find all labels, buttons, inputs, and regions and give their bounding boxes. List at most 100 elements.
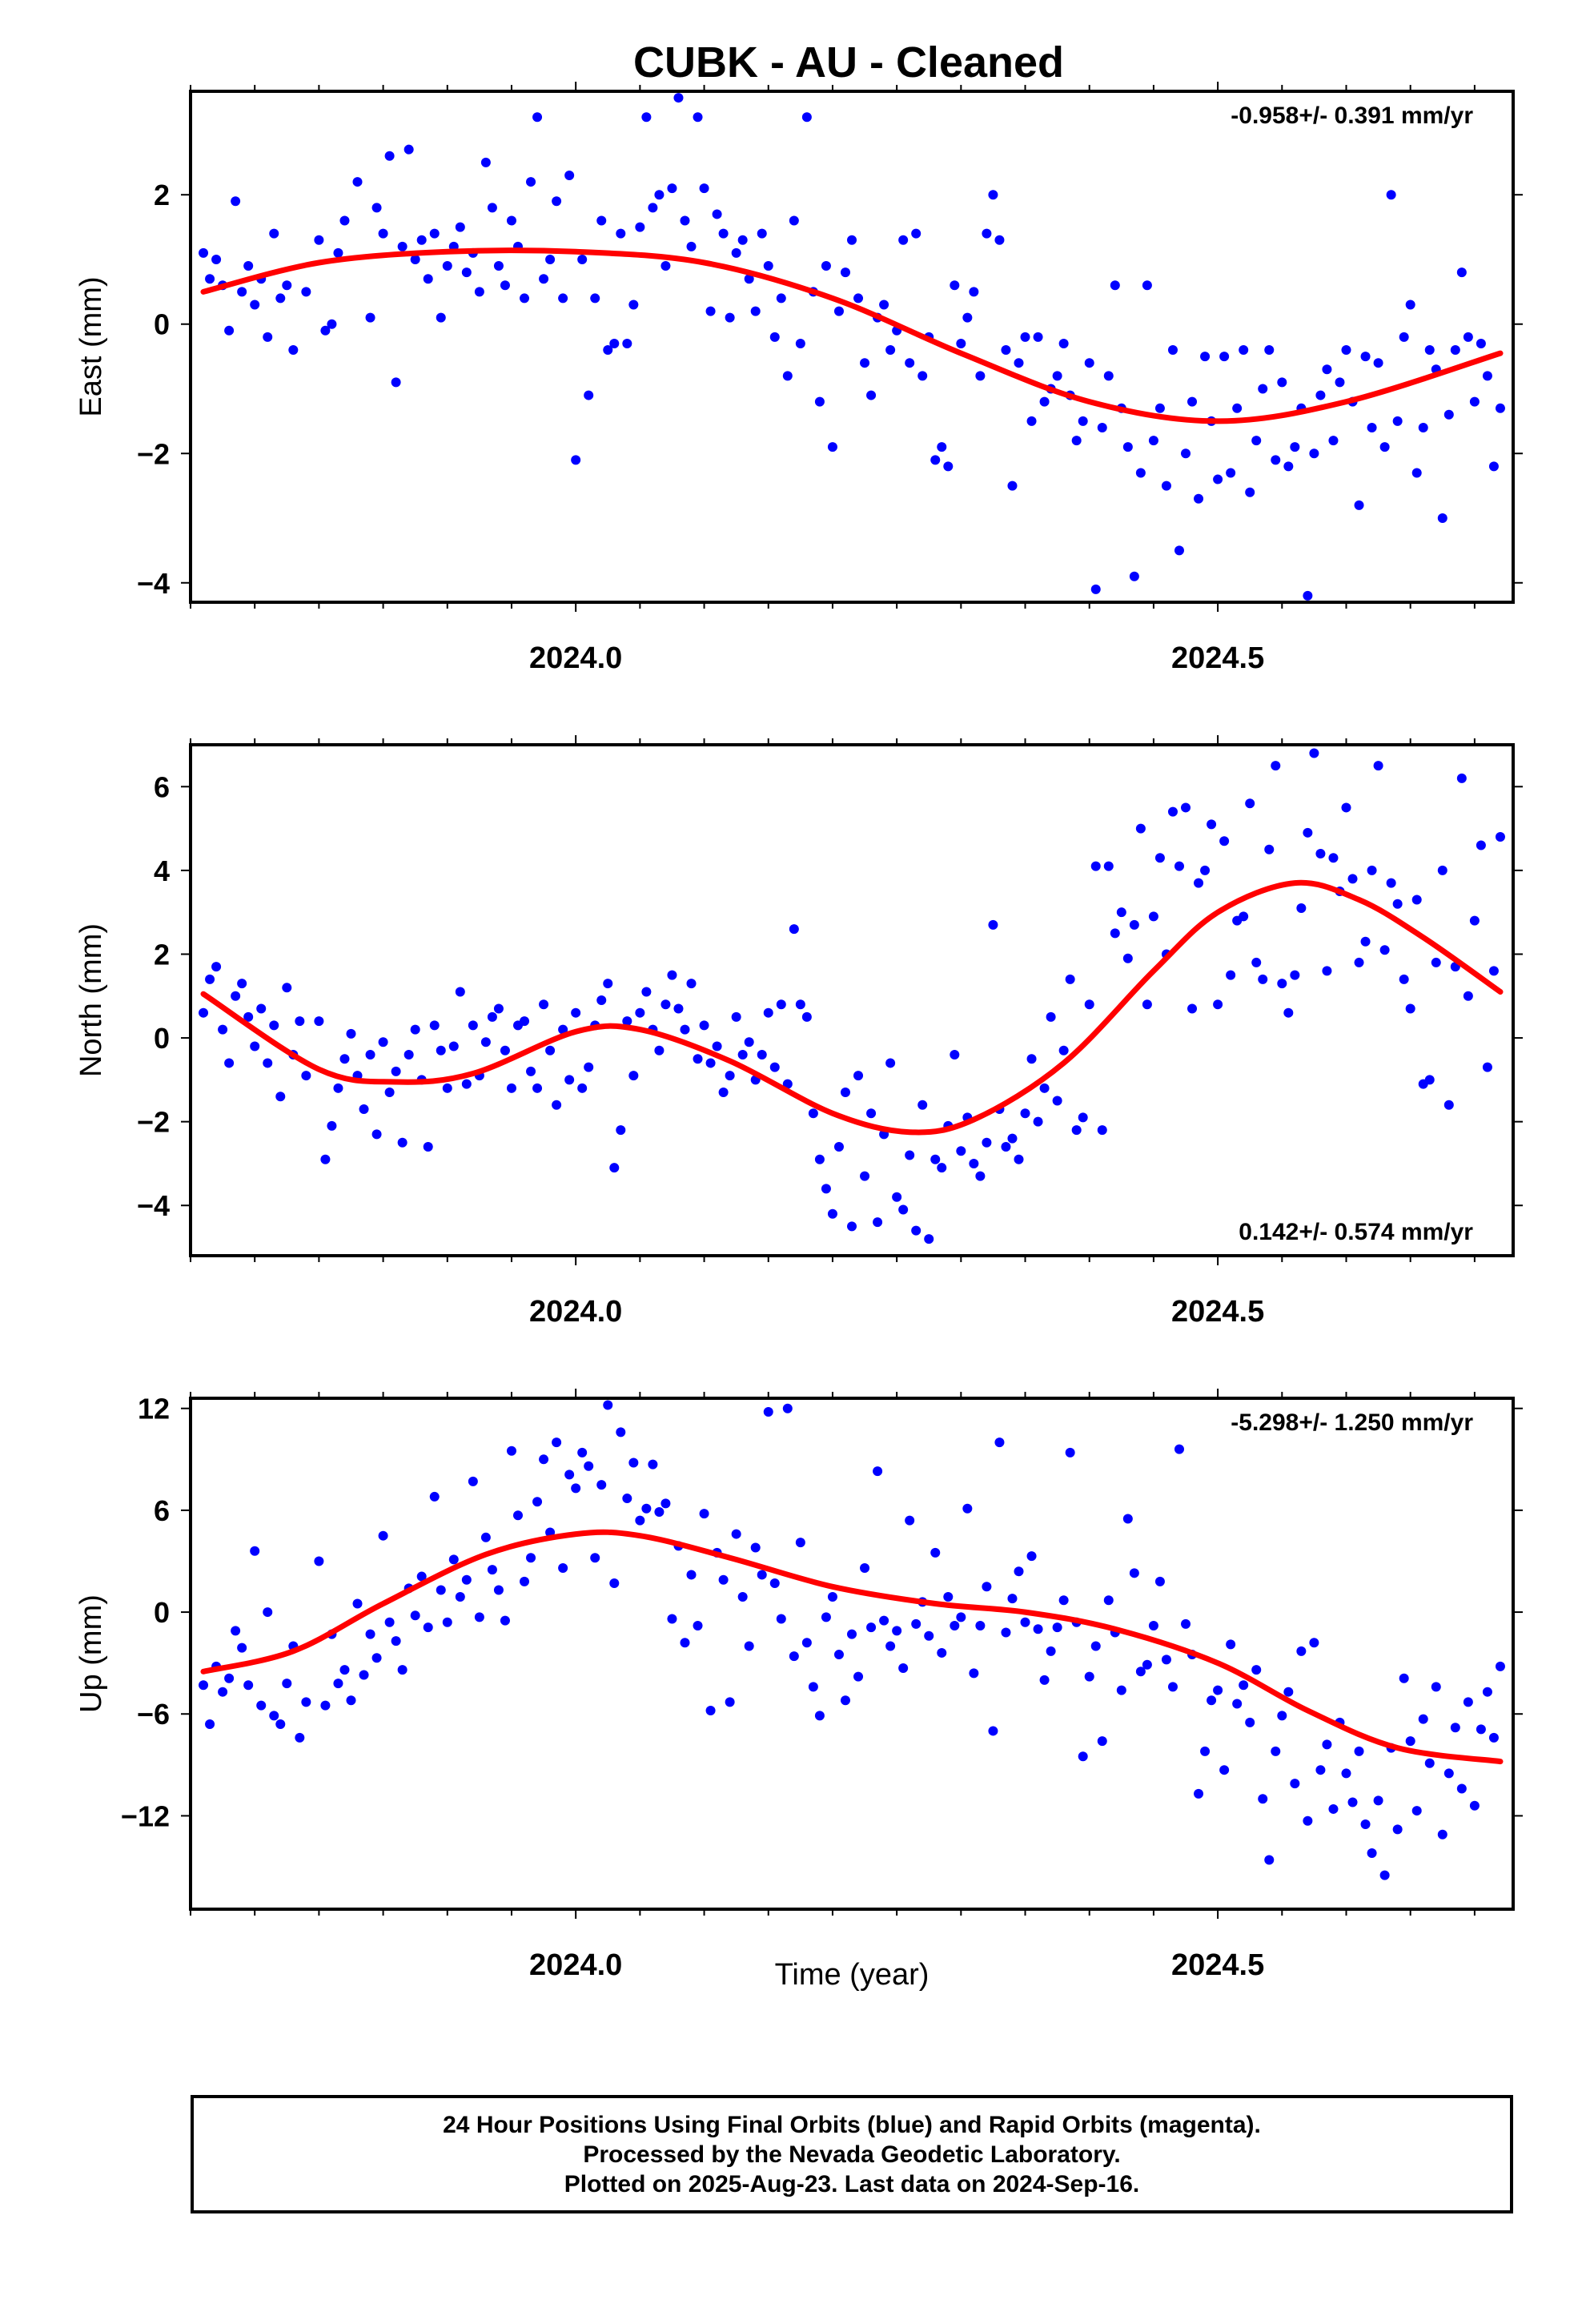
data-point bbox=[391, 1066, 401, 1076]
data-point bbox=[1001, 345, 1011, 356]
data-point bbox=[1469, 915, 1480, 926]
data-point bbox=[493, 261, 504, 271]
data-point bbox=[769, 332, 780, 342]
data-point bbox=[795, 1538, 805, 1548]
data-point bbox=[860, 358, 870, 368]
y-tick-label: −2 bbox=[137, 437, 170, 470]
data-point bbox=[924, 1630, 934, 1641]
data-point bbox=[564, 1470, 575, 1480]
data-point bbox=[384, 1088, 395, 1098]
data-point bbox=[776, 293, 786, 304]
data-point bbox=[1495, 1661, 1505, 1671]
data-point bbox=[1322, 364, 1332, 375]
data-point bbox=[237, 1642, 247, 1653]
data-point bbox=[1103, 1595, 1114, 1606]
data-point bbox=[1341, 345, 1351, 356]
data-point bbox=[905, 358, 915, 368]
data-point bbox=[423, 1622, 433, 1633]
data-point bbox=[628, 300, 639, 310]
data-point bbox=[500, 1615, 510, 1626]
data-point bbox=[1303, 827, 1313, 838]
data-point bbox=[1418, 1714, 1428, 1724]
data-point bbox=[673, 1003, 684, 1014]
data-point bbox=[1020, 1108, 1030, 1119]
data-point bbox=[622, 338, 632, 348]
data-point bbox=[699, 1020, 709, 1031]
data-point bbox=[833, 1142, 844, 1152]
data-point bbox=[911, 1225, 921, 1236]
data-point bbox=[937, 1163, 947, 1173]
data-point bbox=[782, 1079, 793, 1089]
data-point bbox=[371, 203, 382, 213]
data-point bbox=[1271, 455, 1281, 465]
data-point bbox=[712, 1041, 722, 1051]
data-point bbox=[1379, 945, 1390, 955]
data-point bbox=[969, 287, 979, 297]
data-point bbox=[520, 1016, 530, 1027]
data-point bbox=[718, 1574, 729, 1585]
data-point bbox=[853, 1071, 864, 1081]
data-point bbox=[911, 1618, 921, 1629]
data-point bbox=[1482, 1687, 1492, 1697]
data-point bbox=[988, 1726, 998, 1736]
data-point bbox=[795, 338, 805, 348]
data-point bbox=[577, 1083, 588, 1093]
data-point bbox=[962, 1503, 973, 1514]
data-point bbox=[1084, 1671, 1094, 1682]
data-point bbox=[654, 190, 665, 200]
data-point bbox=[500, 280, 510, 291]
data-point bbox=[1122, 442, 1133, 452]
data-point bbox=[423, 1142, 433, 1152]
data-point bbox=[1495, 832, 1505, 842]
data-point bbox=[552, 1100, 562, 1110]
data-point bbox=[1258, 1794, 1268, 1804]
data-point bbox=[1456, 267, 1467, 278]
data-point bbox=[480, 157, 491, 167]
data-point bbox=[333, 1083, 343, 1093]
y-tick-label: −12 bbox=[121, 1799, 170, 1832]
data-point bbox=[924, 1234, 934, 1244]
data-point bbox=[1437, 513, 1447, 524]
data-point bbox=[609, 1163, 620, 1173]
data-point bbox=[1456, 773, 1467, 783]
data-point bbox=[1174, 545, 1184, 556]
data-point bbox=[288, 345, 299, 356]
data-point bbox=[1296, 903, 1307, 913]
data-point bbox=[673, 93, 684, 103]
data-point bbox=[1379, 442, 1390, 452]
data-point bbox=[365, 1629, 375, 1639]
data-point bbox=[821, 1184, 831, 1194]
data-point bbox=[243, 1680, 254, 1691]
data-point bbox=[1058, 338, 1069, 348]
data-point bbox=[224, 1058, 235, 1068]
data-point bbox=[410, 1610, 420, 1621]
data-point bbox=[1360, 352, 1371, 362]
data-point bbox=[892, 1626, 902, 1636]
data-point bbox=[397, 1665, 408, 1675]
data-point bbox=[1373, 761, 1383, 771]
data-point bbox=[1437, 865, 1447, 875]
data-point bbox=[1129, 571, 1139, 581]
data-point bbox=[1367, 865, 1377, 875]
data-point bbox=[1219, 352, 1230, 362]
data-point bbox=[461, 1574, 472, 1585]
data-point bbox=[833, 1650, 844, 1660]
data-point bbox=[1232, 403, 1243, 413]
x-tick-label: 2024.0 bbox=[529, 1948, 622, 1982]
y-tick-label: −6 bbox=[137, 1698, 170, 1731]
data-point bbox=[1020, 332, 1030, 342]
data-point bbox=[584, 1062, 594, 1072]
data-point bbox=[250, 1546, 260, 1556]
data-point bbox=[1187, 1003, 1198, 1014]
data-point bbox=[988, 919, 998, 930]
data-point bbox=[975, 1171, 986, 1181]
panel-3: 2024.0 2024.5 12 6 0 −6 −12 Up (mm) -5.298+/- 1.… bbox=[74, 1389, 1523, 1982]
data-point bbox=[1251, 957, 1262, 967]
data-point bbox=[1264, 345, 1275, 356]
data-point bbox=[1437, 1829, 1447, 1839]
data-point bbox=[1110, 928, 1120, 939]
data-point bbox=[314, 1016, 324, 1027]
data-point bbox=[705, 306, 716, 316]
data-point bbox=[552, 196, 562, 207]
data-point bbox=[397, 1137, 408, 1148]
